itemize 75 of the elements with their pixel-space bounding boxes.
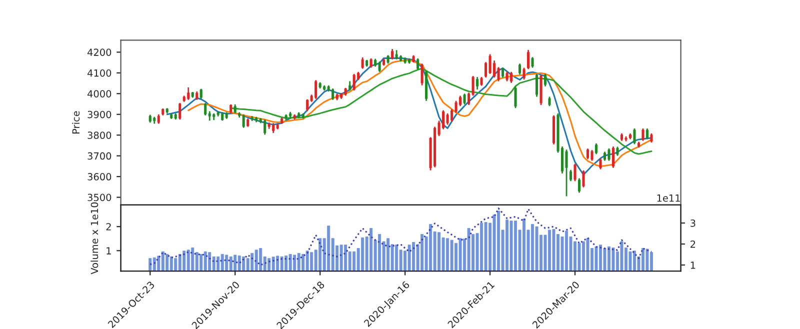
candlestick xyxy=(642,128,644,142)
candlestick xyxy=(531,56,534,68)
candlestick xyxy=(497,66,500,82)
candlestick xyxy=(264,118,266,136)
candlestick xyxy=(608,148,610,162)
y-tick-label: 3900 xyxy=(88,110,112,118)
candlestick xyxy=(306,98,309,112)
candlestick xyxy=(242,114,245,129)
candlestick xyxy=(569,169,572,182)
candlestick xyxy=(506,71,508,82)
candlestick xyxy=(420,62,424,86)
candlestick xyxy=(526,49,530,70)
candlestick xyxy=(476,76,479,90)
candlestick xyxy=(565,148,568,197)
candlestick xyxy=(157,114,160,124)
y-tick-label: 4100 xyxy=(88,69,112,77)
candlestick xyxy=(510,71,513,84)
candlestick xyxy=(518,62,522,76)
candlestick xyxy=(468,92,470,106)
candlestick xyxy=(361,56,364,70)
candlestick xyxy=(416,58,420,70)
candlestick xyxy=(514,86,517,109)
y2-tick-label: 3 xyxy=(690,220,696,227)
candlestick xyxy=(395,49,398,60)
candlestick xyxy=(612,146,615,169)
candlestick xyxy=(446,112,449,126)
candlestick xyxy=(586,148,590,160)
candlestick xyxy=(472,75,474,96)
y-tick-label: 3500 xyxy=(88,194,112,202)
candlestick xyxy=(650,132,653,144)
line-series xyxy=(149,208,652,266)
y-tick-label: 2 xyxy=(106,223,111,230)
candlestick xyxy=(522,67,526,80)
y-tick-label: 4200 xyxy=(88,48,112,56)
candlestick xyxy=(582,170,585,188)
y2-tick-label: 2 xyxy=(690,240,696,248)
candlestick xyxy=(378,60,381,73)
candlestick xyxy=(594,142,598,155)
candlestick xyxy=(352,73,356,92)
candlestick xyxy=(488,54,492,75)
y-axis-title: Price xyxy=(72,111,80,134)
candlestick xyxy=(208,110,211,122)
candlestick xyxy=(391,48,394,60)
y-tick-label: 3600 xyxy=(88,173,112,180)
y-tick-label: 4000 xyxy=(88,90,112,98)
candlestick xyxy=(599,158,602,170)
candlestick xyxy=(454,100,458,114)
candlestick xyxy=(616,146,619,157)
candlestick xyxy=(314,79,318,100)
candlestick xyxy=(548,96,551,107)
y-tick-label: 3800 xyxy=(88,132,112,139)
candlestick xyxy=(348,80,352,92)
candlestick xyxy=(633,128,636,145)
y-tick-label: 3700 xyxy=(88,152,112,160)
text: 1e11 xyxy=(657,194,680,202)
candlestick xyxy=(646,128,648,140)
candlestick xyxy=(450,108,454,122)
candlestick xyxy=(370,58,372,68)
candlestick xyxy=(544,73,547,88)
candlestick xyxy=(535,73,538,98)
y-axis-title: Volume x 1e10 xyxy=(90,202,98,274)
candlestick xyxy=(187,86,190,101)
y-tick-label: 1 xyxy=(106,247,111,254)
candlestick xyxy=(574,163,576,182)
candlestick xyxy=(463,92,466,106)
candlestick xyxy=(272,122,275,134)
y2-tick-label: 1 xyxy=(690,262,696,269)
candlestick xyxy=(501,67,504,78)
candlestick xyxy=(332,88,334,101)
candlestick xyxy=(590,149,594,162)
candlestick xyxy=(578,178,581,194)
candlestick xyxy=(204,102,207,116)
candlestick xyxy=(200,88,202,100)
candlestick xyxy=(603,150,606,162)
candlestick xyxy=(178,102,182,120)
